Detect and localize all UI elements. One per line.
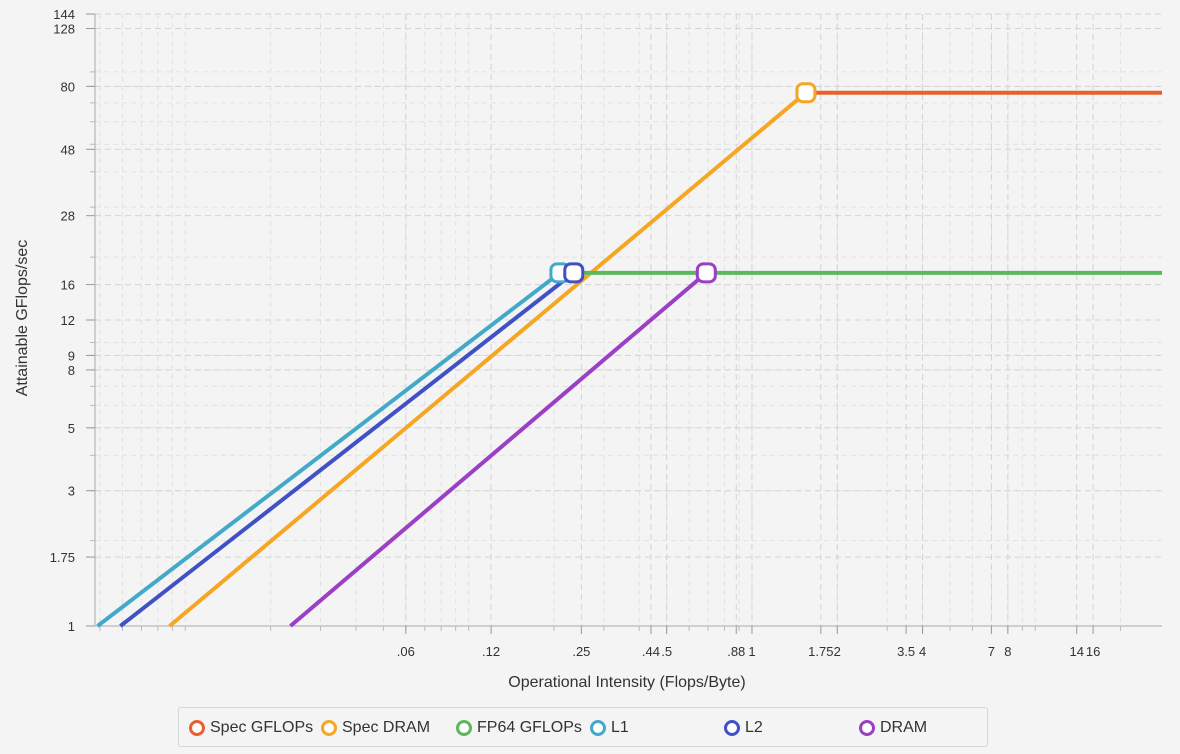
x-tick-label: .88 (727, 644, 745, 659)
x-tick-label: .44 (642, 644, 660, 659)
legend-label: DRAM (880, 719, 928, 736)
x-tick-label: 8 (1004, 644, 1011, 659)
x-tick-label: 3.5 (897, 644, 915, 659)
legend-item[interactable]: Spec DRAM (321, 708, 430, 748)
x-tick-labels: .06 .12 .25 .44.5 .88 1 1.75 2 3.5 4 7 8 14 16 (397, 644, 1101, 659)
legend-item[interactable]: L1 (590, 708, 629, 748)
y-tick-label: 9 (68, 348, 75, 363)
y-tick-label: 1.75 (50, 550, 75, 565)
legend-marker-icon (189, 720, 205, 736)
x-tick-label: 16 (1086, 644, 1100, 659)
series-point-marker[interactable] (695, 262, 717, 284)
y-tick-label: 80 (61, 79, 75, 94)
series-line (96, 271, 562, 628)
x-tick-label: .12 (482, 644, 500, 659)
legend-label: Spec DRAM (342, 719, 431, 736)
y-tick-label: 16 (61, 278, 75, 293)
y-tick-label: 48 (61, 142, 75, 157)
legend-item[interactable]: FP64 GFLOPs (456, 708, 582, 748)
x-tick-label: 2 (834, 644, 841, 659)
legend-item[interactable]: DRAM (859, 708, 927, 748)
series-layer (96, 90, 1162, 628)
series-point-marker[interactable] (563, 262, 585, 284)
series-point-marker[interactable] (795, 82, 817, 104)
y-tick-label: 1 (68, 619, 75, 634)
x-tick-label: 4 (919, 644, 926, 659)
y-axis-title: Attainable GFlops/sec (14, 240, 31, 397)
x-axis-title: Operational Intensity (Flops/Byte) (508, 674, 745, 691)
y-tick-label: 8 (68, 363, 75, 378)
legend-marker-icon (859, 720, 875, 736)
y-tick-label: 28 (61, 209, 75, 224)
legend-label: FP64 GFLOPs (477, 719, 582, 736)
legend-marker-icon (724, 720, 740, 736)
legend-item[interactable]: L2 (724, 708, 763, 748)
legend: Spec GFLOPs Spec DRAM FP64 GFLOPs L1 L2 DRAM (178, 707, 988, 747)
y-tick-label: 3 (68, 484, 75, 499)
y-tick-label: 12 (61, 313, 75, 328)
legend-marker-icon (456, 720, 472, 736)
x-tick-label: .5 (661, 644, 672, 659)
series-line (289, 271, 708, 628)
markers-layer (549, 82, 817, 284)
x-tick-label: .06 (397, 644, 415, 659)
y-tick-label: 144 (53, 7, 75, 22)
legend-label: Spec GFLOPs (210, 719, 314, 736)
x-tick-label: 1 (748, 644, 755, 659)
x-tick-label: 14 (1069, 644, 1083, 659)
x-tick-label: 7 (988, 644, 995, 659)
x-tick-label: .25 (572, 644, 590, 659)
legend-label: L1 (611, 719, 629, 736)
legend-label: L2 (745, 719, 763, 736)
x-tick-label: 1.75 (808, 644, 833, 659)
legend-marker-icon (590, 720, 606, 736)
legend-marker-icon (321, 720, 337, 736)
y-tick-label: 128 (53, 22, 75, 37)
y-tick-label: 5 (68, 421, 75, 436)
series-line (119, 271, 576, 628)
axes (86, 13, 1162, 634)
series-line (168, 91, 808, 628)
legend-item[interactable]: Spec GFLOPs (189, 708, 313, 748)
